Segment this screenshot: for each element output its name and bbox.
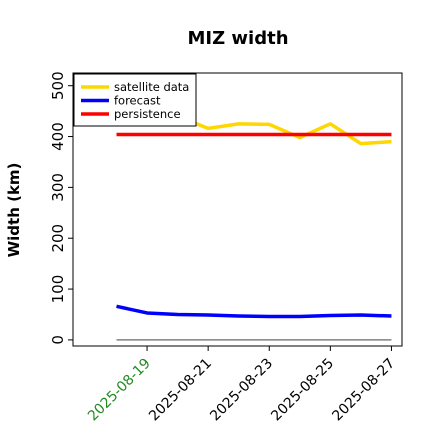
x-tick-label: 2025-08-27	[329, 356, 398, 425]
legend-entry: persistence	[114, 107, 181, 121]
y-tick-label: 400	[49, 122, 67, 151]
y-tick-label: 100	[49, 275, 67, 304]
series-line-satellite-data	[176, 114, 392, 146]
y-tick-label: 300	[49, 173, 67, 202]
y-tick-label: 200	[49, 224, 67, 253]
plot-area	[116, 114, 392, 341]
plot-frame	[72, 72, 403, 347]
chart-title: MIZ width	[187, 28, 288, 49]
x-axis: 2025-08-192025-08-212025-08-232025-08-25…	[85, 346, 398, 424]
x-tick-label: 2025-08-23	[207, 356, 276, 425]
y-axis-label: Width (km)	[5, 163, 23, 258]
y-tick-label: 500	[49, 71, 67, 100]
x-tick-label: 2025-08-25	[268, 356, 337, 425]
series-line-forecast	[116, 304, 392, 319]
x-tick-label: 2025-08-19	[85, 356, 154, 425]
x-tick-label: 2025-08-21	[146, 356, 215, 425]
y-axis: 0 100 200 300 400 500	[49, 71, 73, 345]
legend-entry: satellite data	[114, 80, 189, 94]
y-tick-label: 0	[49, 335, 67, 345]
legend-entry: forecast	[114, 94, 161, 108]
